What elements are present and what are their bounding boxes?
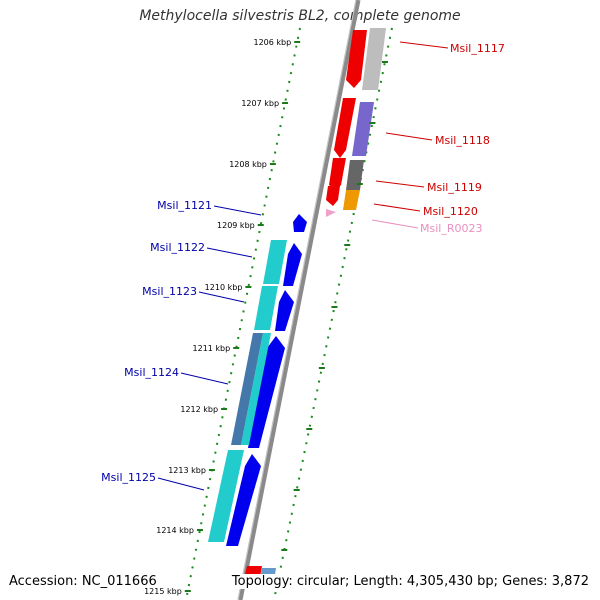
reverse-cog-boxes <box>208 240 287 542</box>
reverse-strand-genes <box>226 214 307 546</box>
gene-leader-line <box>198 291 245 303</box>
gene-msil-1121-arrow[interactable] <box>293 214 307 232</box>
gene-label-msil-1123[interactable]: Msil_1123 <box>142 285 197 298</box>
genome-summary-text: Topology: circular; Length: 4,305,430 bp… <box>230 574 590 589</box>
gene-label-msil-1121[interactable]: Msil_1121 <box>157 199 212 212</box>
gene-leader-line <box>213 205 262 216</box>
genome-backbone <box>237 0 361 600</box>
gene-leader-line <box>371 219 419 229</box>
cog-box-1122 <box>263 240 287 284</box>
gene-msil-1125-arrow[interactable] <box>226 454 261 546</box>
kbp-tick-label: 1215 kbp <box>144 587 182 596</box>
accession-text: Accession: NC_011666 <box>9 574 157 589</box>
gene-label-msil-1120[interactable]: Msil_1120 <box>423 205 478 218</box>
gene-msil-1122-arrow[interactable] <box>283 243 302 286</box>
kbp-tick-label: 1207 kbp <box>241 99 279 108</box>
kbp-tick-label: 1214 kbp <box>156 526 194 535</box>
gene-label-msil-1118[interactable]: Msil_1118 <box>435 134 490 147</box>
cog-box-1120 <box>343 190 360 210</box>
gene-msil-1118-arrow[interactable] <box>334 98 356 158</box>
kbp-tick-label: 1208 kbp <box>229 160 267 169</box>
forward-strand-genes <box>326 30 367 217</box>
cog-box-1118 <box>352 102 374 156</box>
right-dotted-guide <box>273 27 393 600</box>
gene-msil-1119-arrow[interactable] <box>329 158 346 190</box>
gene-msil-r0023-arrow[interactable] <box>326 209 336 217</box>
cog-box-1124-b <box>241 333 271 445</box>
kbp-tick-label: 1210 kbp <box>205 283 243 292</box>
gene-label-msil-r0023[interactable]: Msil_R0023 <box>420 222 482 235</box>
genome-backbone-highlight <box>237 0 357 600</box>
gene-labels: Msil_1117 Msil_1118 Msil_1119 Msil_1120 Msil… <box>101 41 505 491</box>
gene-label-msil-1119[interactable]: Msil_1119 <box>427 181 482 194</box>
kbp-ticks: 1206 kbp 1207 kbp 1208 kbp 1209 kbp 1210 kbp… <box>144 38 388 596</box>
left-dotted-guide <box>185 27 301 600</box>
gene-label-msil-1124[interactable]: Msil_1124 <box>124 366 179 379</box>
cog-box-1123 <box>254 286 278 330</box>
gene-leader-line <box>399 41 449 49</box>
gene-leader-line <box>375 180 425 188</box>
gene-leader-line <box>373 203 421 212</box>
gene-leader-line <box>180 372 229 385</box>
kbp-tick-label: 1211 kbp <box>193 344 231 353</box>
cog-box-1119 <box>346 160 364 190</box>
cog-box-1117 <box>362 28 386 90</box>
kbp-tick-label: 1212 kbp <box>180 405 218 414</box>
kbp-tick-label: 1209 kbp <box>217 221 255 230</box>
gene-leader-line <box>206 247 253 258</box>
gene-msil-1124-arrow[interactable] <box>248 336 285 448</box>
kbp-tick-label: 1213 kbp <box>168 466 206 475</box>
cog-box-1125 <box>208 450 244 542</box>
cog-box-1124-a <box>231 333 263 445</box>
map-title: Methylocella silvestris BL2, complete ge… <box>139 8 461 24</box>
gene-msil-1123-arrow[interactable] <box>275 290 294 331</box>
gene-msil-1120-arrow[interactable] <box>326 186 340 206</box>
gene-leader-line <box>157 477 205 491</box>
gene-msil-1117-arrow[interactable] <box>346 30 367 88</box>
forward-cog-boxes <box>343 28 386 210</box>
kbp-tick-label: 1206 kbp <box>254 38 292 47</box>
gene-leader-line <box>385 132 433 141</box>
gene-label-msil-1117[interactable]: Msil_1117 <box>450 42 505 55</box>
gene-label-msil-1122[interactable]: Msil_1122 <box>150 241 205 254</box>
gene-label-msil-1125[interactable]: Msil_1125 <box>101 471 156 484</box>
